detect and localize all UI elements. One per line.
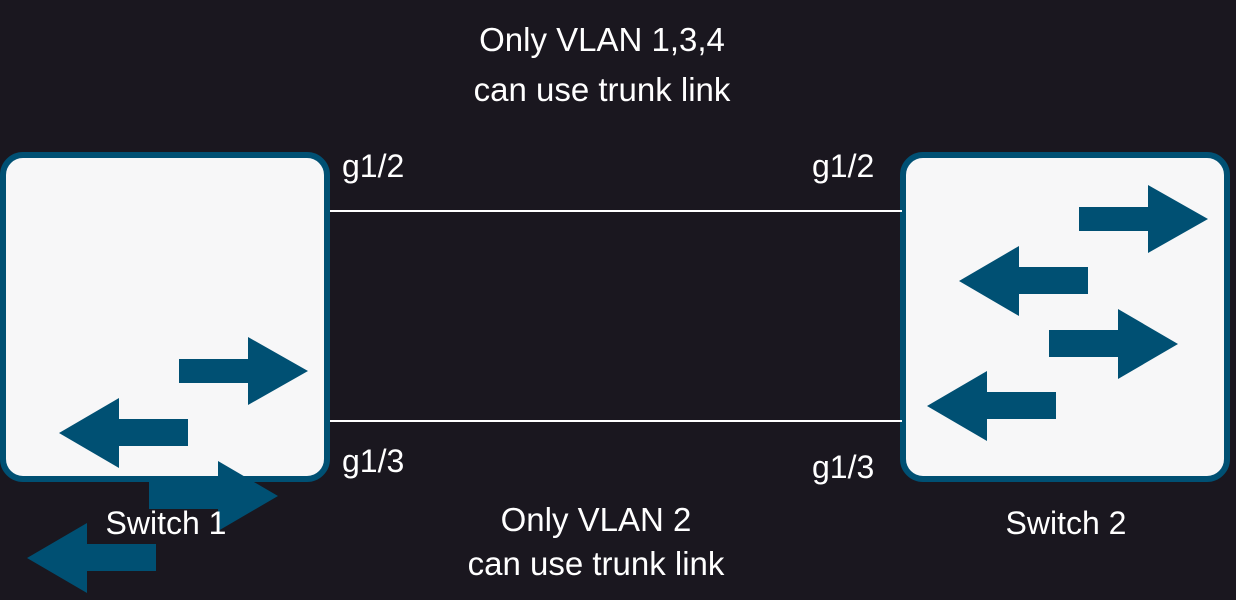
- top-vlan-caption: Only VLAN 1,3,4 can use trunk link: [352, 20, 852, 110]
- arrow-right-icon: [179, 337, 308, 405]
- switch-2-icon[interactable]: [900, 152, 1230, 482]
- trunk-link-bottom[interactable]: [330, 420, 902, 422]
- switch-2-port-top: g1/2: [812, 148, 875, 184]
- arrow-left-icon: [59, 398, 188, 468]
- arrow-left-icon: [27, 523, 156, 593]
- arrow-right-icon: [1049, 309, 1178, 379]
- arrow-left-icon: [959, 246, 1088, 316]
- top-caption-line2: can use trunk link: [473, 71, 731, 108]
- bottom-caption-line1: Only VLAN 2: [500, 501, 692, 538]
- switch-2-port-bottom: g1/3: [812, 449, 875, 485]
- bottom-vlan-caption: Only VLAN 2 can use trunk link: [346, 500, 846, 584]
- arrow-right-icon: [1079, 185, 1208, 253]
- switch-2-label: Switch 2: [1005, 505, 1127, 541]
- trunk-link-top[interactable]: [330, 210, 902, 212]
- bottom-caption-line2: can use trunk link: [467, 545, 725, 582]
- switch-1-port-bottom: g1/3: [342, 443, 405, 479]
- switch-1-port-top: g1/2: [342, 148, 405, 184]
- switch-1-icon[interactable]: [0, 152, 330, 593]
- switch-1-label: Switch 1: [105, 505, 227, 541]
- top-caption-line1: Only VLAN 1,3,4: [479, 21, 725, 58]
- arrow-left-icon: [927, 371, 1056, 441]
- arrow-right-icon: [149, 461, 278, 531]
